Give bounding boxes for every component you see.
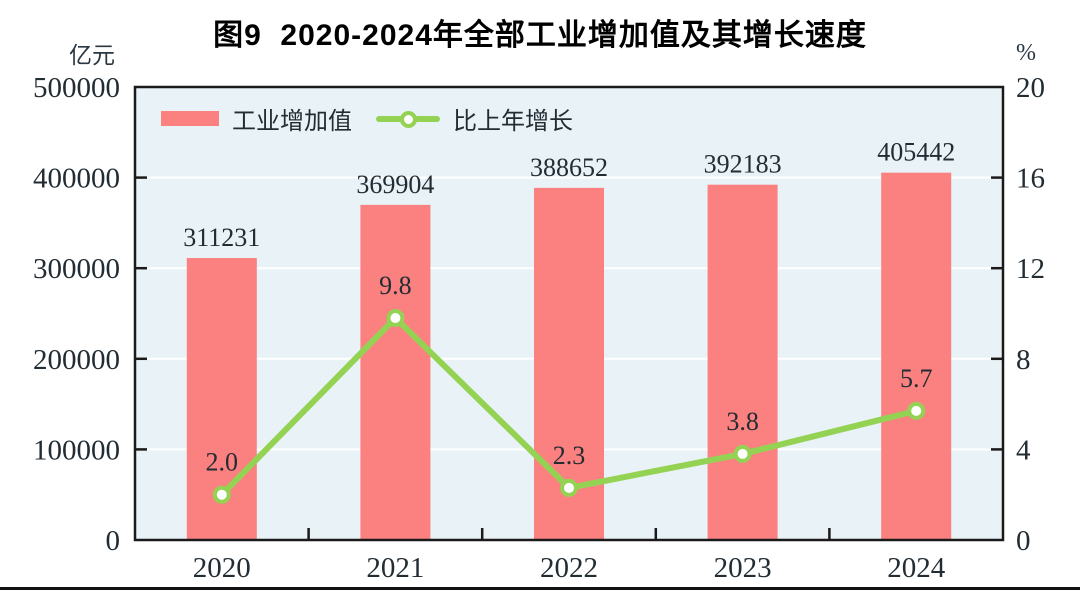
- right-axis-tick-label: 12: [1016, 253, 1045, 285]
- right-axis-tick-label: 4: [1016, 434, 1031, 466]
- x-axis-label: 2020: [193, 552, 251, 584]
- bar-2023: [707, 184, 778, 541]
- x-axis-label: 2023: [714, 552, 772, 584]
- page-title: 图9 2020-2024年全部工业增加值及其增长速度: [213, 19, 867, 52]
- growth-value-label: 2.3: [553, 441, 586, 470]
- legend-item-industry-value: 工业增加值: [161, 101, 352, 136]
- growth-point-2022: [560, 478, 578, 497]
- legend: 工业增加值 比上年增长: [161, 101, 573, 136]
- plot-border: [133, 85, 1005, 542]
- bar-swatch-icon: [161, 111, 219, 126]
- left-axis-tick-label: 200000: [33, 344, 120, 376]
- bar-value-label: 369904: [356, 170, 434, 199]
- line-marker-swatch-icon: [376, 110, 440, 128]
- left-axis-unit-label: 亿元: [69, 42, 115, 68]
- bar-value-label: 405442: [877, 138, 955, 167]
- growth-value-label: 3.8: [726, 407, 759, 436]
- bar-2021: [360, 204, 431, 540]
- growth-point-2021: [386, 309, 405, 328]
- growth-value-label: 2.0: [206, 448, 239, 477]
- left-axis-tick-label: 300000: [33, 253, 120, 285]
- legend-item-growth: 比上年增长: [376, 101, 573, 136]
- legend-label-growth: 比上年增长: [453, 108, 573, 135]
- growth-point-2020: [212, 485, 231, 504]
- growth-value-label: 9.8: [379, 271, 412, 300]
- right-axis-tick-label: 0: [1016, 525, 1031, 557]
- left-axis-tick-label: 400000: [33, 163, 120, 195]
- x-axis-label: 2021: [366, 552, 424, 584]
- bar-value-label: 392183: [704, 150, 782, 179]
- legend-label-industry-value: 工业增加值: [232, 108, 352, 135]
- left-axis-tick-label: 100000: [33, 434, 120, 466]
- growth-point-2023: [733, 444, 752, 463]
- bottom-divider: [0, 587, 1080, 590]
- line-marker-icon: [400, 110, 417, 128]
- left-axis-tick-label: 0: [106, 525, 121, 557]
- bar-value-label: 311231: [183, 223, 260, 252]
- growth-point-2024: [907, 401, 926, 420]
- left-axis-tick-label: 500000: [33, 72, 120, 104]
- right-axis-tick-label: 8: [1016, 344, 1031, 376]
- right-axis-unit-label: %: [1016, 40, 1036, 66]
- right-axis-tick-label: 16: [1016, 163, 1045, 195]
- bar-2024: [881, 172, 952, 540]
- x-axis-label: 2022: [540, 552, 598, 584]
- growth-value-label: 5.7: [900, 364, 933, 393]
- bar-value-label: 388652: [530, 153, 608, 182]
- right-axis-tick-label: 20: [1016, 72, 1045, 104]
- x-axis-label: 2024: [887, 552, 946, 584]
